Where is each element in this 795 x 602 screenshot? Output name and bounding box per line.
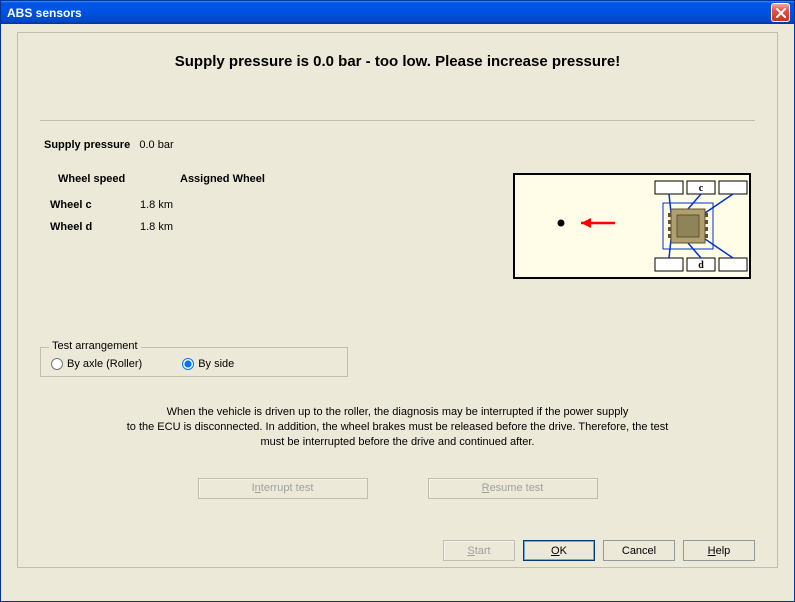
info-note: When the vehicle is driven up to the rol…: [40, 405, 755, 450]
close-icon: [776, 8, 786, 18]
note-line3: must be interrupted before the drive and…: [261, 436, 535, 448]
cancel-button[interactable]: Cancel: [603, 540, 675, 561]
resume-test-button[interactable]: Resume test: [428, 478, 598, 499]
svg-text:d: d: [698, 260, 704, 271]
column-headers: Wheel speed Assigned Wheel: [50, 173, 493, 185]
divider: [40, 120, 755, 121]
main-frame: Supply pressure is 0.0 bar - too low. Pl…: [17, 32, 778, 568]
radio-by-side-label: By side: [198, 358, 234, 370]
col-wheel-speed: Wheel speed: [50, 173, 180, 185]
note-line2: to the ECU is disconnected. In addition,…: [127, 421, 669, 433]
radio-by-axle-label: By axle (Roller): [67, 358, 142, 370]
interrupt-test-button[interactable]: Interrupt test: [198, 478, 368, 499]
table-row: Wheel c 1.8 km: [50, 199, 493, 211]
mid-button-row: Interrupt test Resume test: [40, 478, 755, 499]
row-value: 1.8 km: [140, 221, 200, 233]
start-button[interactable]: Start: [443, 540, 515, 561]
wheel-table: Wheel speed Assigned Wheel Wheel c 1.8 k…: [40, 173, 493, 243]
row-label: Wheel c: [50, 199, 140, 211]
row-value: 1.8 km: [140, 199, 200, 211]
radio-by-axle[interactable]: By axle (Roller): [51, 358, 142, 370]
table-row: Wheel d 1.8 km: [50, 221, 493, 233]
supply-pressure-row: Supply pressure 0.0 bar: [40, 139, 755, 151]
window-title: ABS sensors: [7, 6, 771, 20]
test-arrangement-group: Test arrangement By axle (Roller) By sid…: [40, 347, 348, 377]
supply-value: 0.0 bar: [139, 139, 173, 151]
client-area: Supply pressure is 0.0 bar - too low. Pl…: [1, 24, 794, 601]
diagram-svg: cd: [515, 175, 749, 277]
radio-by-side-input[interactable]: [182, 358, 194, 370]
supply-label: Supply pressure: [44, 139, 130, 151]
ok-button[interactable]: OK: [523, 540, 595, 561]
vehicle-diagram: cd: [513, 173, 751, 279]
svg-text:c: c: [699, 183, 704, 194]
bottom-button-row: Start OK Cancel Help: [443, 540, 755, 561]
group-legend: Test arrangement: [49, 340, 141, 352]
row-label: Wheel d: [50, 221, 140, 233]
titlebar[interactable]: ABS sensors: [1, 1, 794, 24]
data-area: Wheel speed Assigned Wheel Wheel c 1.8 k…: [40, 173, 755, 279]
radio-by-axle-input[interactable]: [51, 358, 63, 370]
status-banner: Supply pressure is 0.0 bar - too low. Pl…: [40, 43, 755, 120]
col-assigned-wheel: Assigned Wheel: [180, 173, 265, 185]
help-button[interactable]: Help: [683, 540, 755, 561]
dialog-window: ABS sensors Supply pressure is 0.0 bar -…: [0, 0, 795, 602]
close-button[interactable]: [771, 3, 790, 22]
radio-by-side[interactable]: By side: [182, 358, 234, 370]
note-line1: When the vehicle is driven up to the rol…: [167, 406, 629, 418]
